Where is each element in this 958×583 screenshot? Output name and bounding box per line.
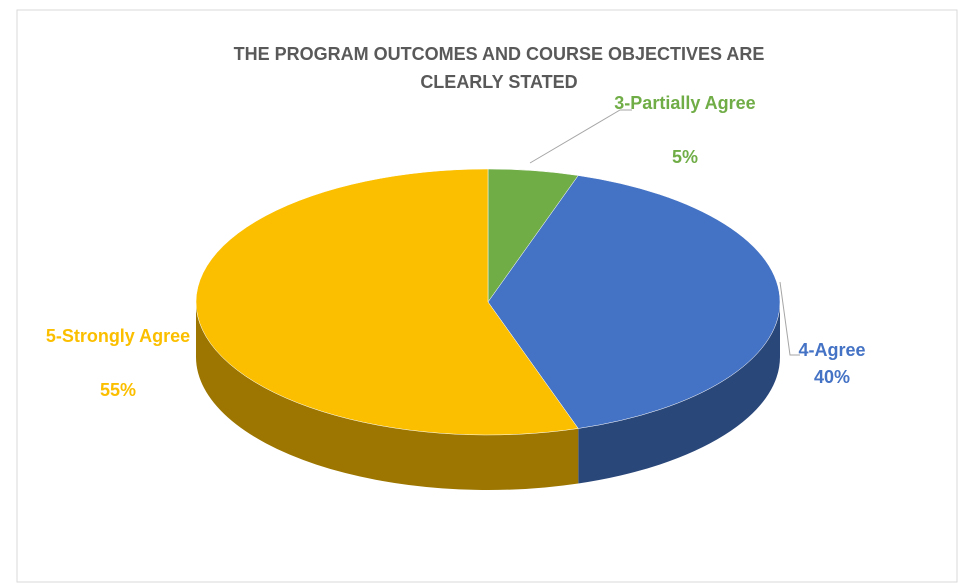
pie-side bbox=[578, 302, 780, 484]
data-label-category: 5-Strongly Agree bbox=[45, 326, 191, 346]
leader-line bbox=[779, 281, 800, 356]
pie-slice bbox=[195, 168, 579, 436]
data-label-value: 55% bbox=[99, 380, 137, 400]
leader-line bbox=[529, 109, 632, 164]
data-label-value: 40% bbox=[813, 367, 851, 387]
chart-title: THE PROGRAM OUTCOMES AND COURSE OBJECTIV… bbox=[233, 44, 765, 92]
data-label-category: 3-Partially Agree bbox=[614, 93, 756, 113]
data-label-category: 4-Agree bbox=[798, 340, 866, 360]
pie-side bbox=[196, 302, 579, 491]
pie-slice bbox=[487, 175, 781, 429]
data-label-value: 5% bbox=[671, 147, 698, 167]
